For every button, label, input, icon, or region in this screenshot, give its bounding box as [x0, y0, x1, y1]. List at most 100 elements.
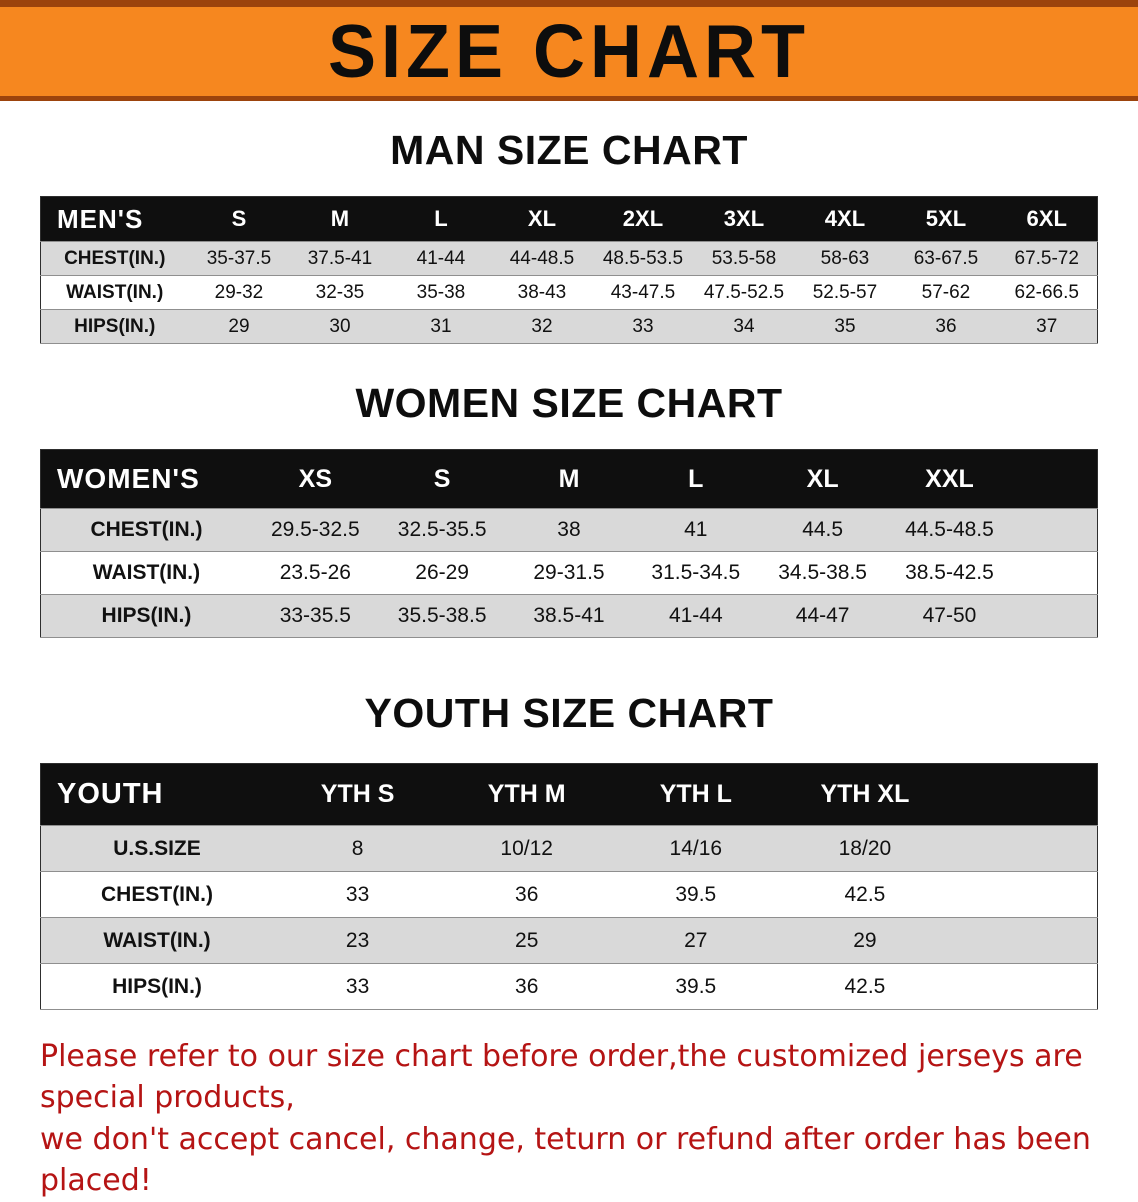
size-value-cell: 38 [557, 518, 581, 541]
row-label: U.S.SIZE [113, 836, 201, 860]
table-header-row: WOMEN'S XS S M L XL XXL [40, 449, 1098, 509]
size-value-cell: 36 [515, 882, 539, 906]
size-value-cell: 38-43 [517, 281, 567, 303]
size-value-cell: 44-48.5 [509, 247, 575, 269]
size-value-cell: 44-47 [795, 604, 850, 627]
size-value-cell: 27 [684, 928, 708, 952]
spacer-cell [949, 872, 1097, 918]
column-header: L [632, 449, 760, 509]
column-header: M [505, 449, 633, 509]
column-header: YTH S [273, 763, 443, 826]
size-value-cell: 32.5-35.5 [397, 518, 487, 541]
spacer-cell [1012, 449, 1098, 509]
women-section-heading: WOMEN SIZE CHART [355, 380, 783, 426]
size-value-cell: 29-31.5 [533, 561, 605, 584]
size-value-cell: 37.5-41 [307, 247, 373, 269]
size-value-cell: 47-50 [922, 604, 977, 627]
size-value-cell: 25 [515, 928, 539, 952]
size-value-cell: 31.5-34.5 [651, 561, 741, 584]
size-value-cell: 33-35.5 [279, 604, 351, 627]
size-value-cell: 29 [853, 928, 877, 952]
spacer-cell [1013, 595, 1098, 638]
spacer-cell [949, 964, 1097, 1010]
spacer-cell [949, 763, 1098, 826]
spacer-cell [949, 918, 1097, 964]
table-row: HIPS(IN.) 33 36 39.5 42.5 [40, 963, 1098, 1010]
size-value-cell: 34.5-38.5 [778, 561, 867, 584]
row-label: WAIST(IN.) [66, 281, 164, 303]
size-value-cell: 35-37.5 [206, 247, 272, 269]
size-value-cell: 38.5-41 [533, 604, 605, 627]
column-header: 3XL [693, 196, 795, 242]
table-corner-label: YOUTH [40, 763, 274, 826]
youth-size-section: YOUTH SIZE CHART YOUTH YTH S YTH M YTH L YTH… [0, 690, 1138, 1010]
table-row: CHEST(IN.) 35-37.5 37.5-41 41-44 44-48.5 48.5… [40, 241, 1098, 276]
size-value-cell: 42.5 [844, 882, 886, 906]
row-label: CHEST(IN.) [64, 247, 166, 269]
size-value-cell: 67.5-72 [1014, 247, 1079, 269]
size-value-cell: 41 [684, 518, 708, 541]
size-value-cell: 38.5-42.5 [905, 561, 994, 584]
column-header: YTH L [611, 763, 781, 826]
table-row: CHEST(IN.) 33 36 39.5 42.5 [40, 871, 1098, 918]
table-row: CHEST(IN.) 29.5-32.5 32.5-35.5 38 41 44.5 44.5… [40, 508, 1098, 552]
size-value-cell: 58-63 [820, 247, 870, 269]
column-header: XS [251, 449, 379, 509]
size-value-cell: 48.5-53.5 [602, 247, 684, 269]
column-header: YTH M [442, 763, 612, 826]
size-value-cell: 30 [329, 315, 351, 337]
table-row: WAIST(IN.) 23.5-26 26-29 29-31.5 31.5-34.5 34… [40, 551, 1098, 595]
table-row: U.S.SIZE 8 10/12 14/16 18/20 [40, 825, 1098, 872]
size-value-cell: 52.5-57 [812, 281, 878, 303]
size-value-cell: 62-66.5 [1014, 281, 1079, 303]
size-value-cell: 36 [515, 974, 539, 998]
size-value-cell: 47.5-52.5 [703, 281, 785, 303]
size-value-cell: 63-67.5 [913, 247, 979, 269]
table-row: HIPS(IN.) 29 30 31 32 33 34 35 36 37 [40, 309, 1098, 344]
size-value-cell: 36 [935, 315, 957, 337]
size-value-cell: 14/16 [669, 836, 723, 860]
men-size-table: MEN'S S M L XL 2XL 3XL 4XL 5XL 6XL CHEST(IN.) 35-37… [40, 196, 1098, 344]
size-value-cell: 43-47.5 [610, 281, 676, 303]
size-value-cell: 44.5-48.5 [905, 518, 994, 541]
column-header: 4XL [794, 196, 896, 242]
size-value-cell: 33 [345, 974, 370, 998]
column-header: XL [491, 196, 593, 242]
table-row: WAIST(IN.) 23 25 27 29 [40, 917, 1098, 964]
table-corner-label: WOMEN'S [40, 449, 252, 509]
row-label: HIPS(IN.) [101, 604, 192, 627]
size-table: MEN'S S M L XL 2XL 3XL 4XL 5XL 6XL CHEST(IN.) 35-37… [40, 196, 1098, 344]
size-value-cell: 41-44 [668, 604, 723, 627]
size-value-cell: 29.5-32.5 [270, 518, 360, 541]
size-table: WOMEN'S XS S M L XL XXL CHEST(IN.) 29.5-32.5 32.5… [40, 449, 1098, 638]
size-value-cell: 8 [351, 836, 364, 860]
size-value-cell: 44.5 [802, 518, 844, 541]
column-header: XXL [886, 449, 1013, 509]
spacer-cell [1013, 552, 1098, 595]
size-value-cell: 41-44 [416, 247, 466, 269]
size-value-cell: 31 [430, 315, 452, 337]
size-value-cell: 29-32 [214, 281, 264, 303]
size-value-cell: 10/12 [500, 836, 553, 860]
youth-section-heading: YOUTH SIZE CHART [364, 690, 774, 736]
row-label: WAIST(IN.) [92, 561, 201, 584]
size-value-cell: 39.5 [675, 974, 717, 998]
column-header: 2XL [592, 196, 694, 242]
table-row: HIPS(IN.) 33-35.5 35.5-38.5 38.5-41 41-44 44-… [40, 594, 1098, 638]
spacer-cell [1013, 509, 1098, 552]
column-header: 6XL [996, 196, 1098, 242]
column-header: S [188, 196, 290, 242]
size-value-cell: 35 [834, 315, 856, 337]
size-value-cell: 57-62 [921, 281, 971, 303]
size-chart-banner: SIZE CHART [0, 0, 1138, 101]
size-value-cell: 18/20 [838, 836, 892, 860]
size-value-cell: 35-38 [416, 281, 466, 303]
size-table: YOUTH YTH S YTH M YTH L YTH XL U.S.SIZE 8 10/12… [40, 763, 1098, 1010]
disclaimer-note: Please refer to our size chart before or… [40, 1036, 1098, 1202]
row-label: CHEST(IN.) [90, 518, 203, 541]
row-label: HIPS(IN.) [112, 974, 202, 998]
size-value-cell: 53.5-58 [711, 247, 777, 269]
size-value-cell: 29 [228, 315, 250, 337]
table-header-row: MEN'S S M L XL 2XL 3XL 4XL 5XL 6XL [40, 196, 1098, 242]
size-value-cell: 32 [531, 315, 553, 337]
